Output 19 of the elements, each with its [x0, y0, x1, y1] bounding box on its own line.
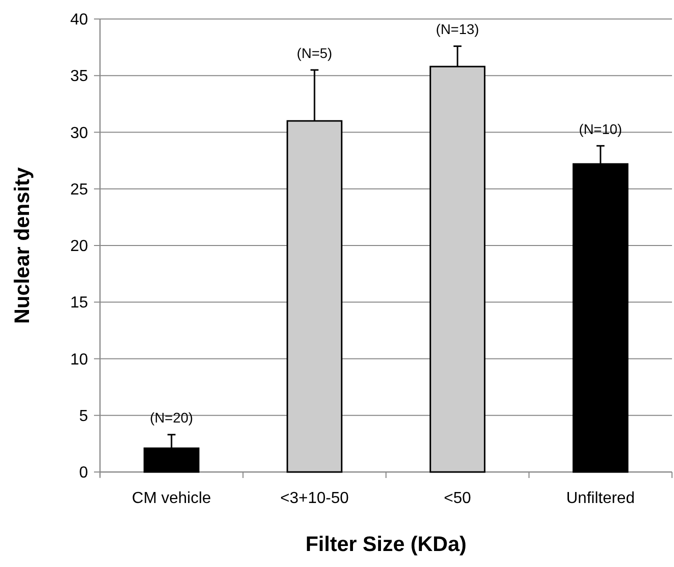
- annotation: (N=10): [578, 120, 622, 137]
- y-tick-label: 25: [70, 181, 88, 198]
- x-tick-label: Unfiltered: [566, 490, 635, 507]
- y-tick-label: 35: [70, 68, 88, 86]
- x-axis-title: Filter Size (KDa): [305, 533, 467, 556]
- annotation: (N=13): [436, 21, 480, 38]
- y-tick-label: 40: [70, 12, 88, 29]
- y-tick-label: 15: [70, 294, 88, 312]
- x-tick-label: <3+10-50: [280, 490, 349, 507]
- x-tick-label: <50: [444, 490, 472, 507]
- annotation: (N=5): [296, 44, 332, 61]
- x-tick-label: CM vehicle: [132, 490, 212, 507]
- y-tick-label: 10: [70, 351, 88, 368]
- y-tick-label: 20: [70, 238, 88, 256]
- annotation: (N=20): [150, 410, 194, 426]
- y-tick-label: 5: [79, 408, 88, 425]
- y-axis-title: Nuclear density: [11, 166, 34, 324]
- y-tick-label: 30: [70, 124, 88, 142]
- y-tick-label: 0: [79, 464, 88, 482]
